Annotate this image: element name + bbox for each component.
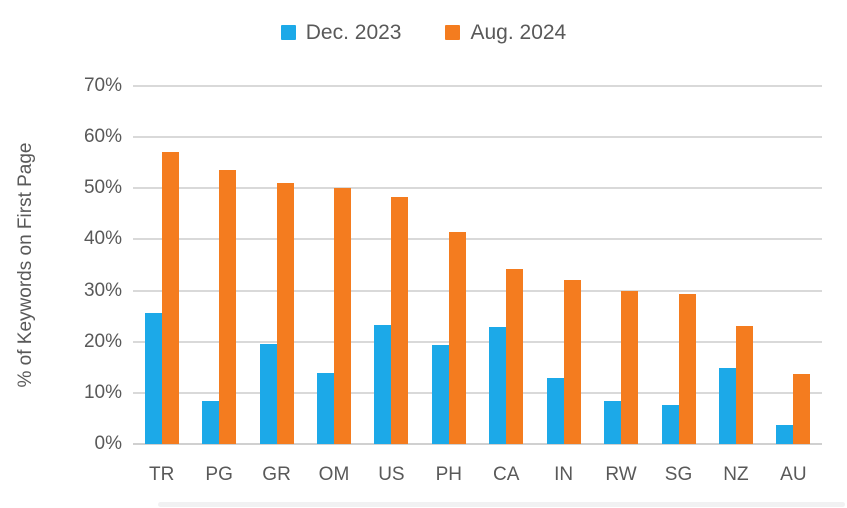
legend-label-aug-2024: Aug. 2024 <box>470 21 567 44</box>
bar-aug-2024-tr <box>161 151 179 444</box>
legend-item-dec-2023: Dec. 2023 <box>280 21 402 44</box>
bar-aug-2024-om <box>333 188 351 444</box>
x-label-ca: CA <box>493 464 520 485</box>
bar-group-au <box>765 86 822 444</box>
bar-dec-2023-pg <box>202 401 220 444</box>
plot-area <box>133 85 822 445</box>
bar-dec-2023-tr <box>144 312 162 444</box>
bar-dec-2023-ca <box>489 327 507 444</box>
bottom-divider <box>158 502 845 507</box>
bar-aug-2024-rw <box>621 290 639 444</box>
y-tick-10: 10% <box>83 381 122 403</box>
gridline-70 <box>133 85 822 87</box>
x-label-ph: PH <box>435 464 463 485</box>
bar-group-gr <box>248 86 305 444</box>
y-axis-tick-labels: 0% 10% 20% 30% 40% 50% 60% 70% <box>0 75 122 454</box>
x-label-pg: PG <box>205 464 233 485</box>
bar-group-ca <box>478 86 535 444</box>
y-tick-50: 50% <box>83 177 122 199</box>
gridline-30 <box>133 289 822 292</box>
bar-dec-2023-au <box>776 424 794 444</box>
bar-group-om <box>305 86 362 444</box>
x-label-nz: NZ <box>723 464 749 485</box>
gridline-40 <box>133 238 822 241</box>
bar-dec-2023-ph <box>431 344 449 444</box>
gridline-0 <box>133 443 822 445</box>
bar-dec-2023-om <box>316 373 334 444</box>
x-label-om: OM <box>318 464 350 485</box>
bar-aug-2024-au <box>793 374 811 444</box>
y-tick-40: 40% <box>83 228 122 250</box>
bar-group-tr <box>133 86 190 444</box>
bar-aug-2024-us <box>391 196 409 444</box>
bar-dec-2023-sg <box>661 404 679 444</box>
legend-item-aug-2024: Aug. 2024 <box>445 22 566 43</box>
bar-group-us <box>363 86 420 444</box>
bar-aug-2024-ph <box>448 231 466 444</box>
bar-group-ph <box>420 86 477 444</box>
bar-group-rw <box>592 86 649 444</box>
y-tick-60: 60% <box>83 126 122 148</box>
bar-dec-2023-gr <box>259 344 277 444</box>
bar-dec-2023-in <box>546 378 564 444</box>
bar-series <box>133 86 822 444</box>
y-tick-70: 70% <box>83 75 122 96</box>
bar-aug-2024-gr <box>276 182 294 444</box>
bar-aug-2024-in <box>563 280 581 444</box>
legend-swatch-dec-2023 <box>280 25 296 40</box>
gridline-50 <box>133 187 822 190</box>
legend-swatch-aug-2024 <box>445 25 461 40</box>
x-label-au: AU <box>780 464 807 485</box>
x-axis-labels: TR PG GR OM US PH CA IN RW SG NZ AU <box>133 464 822 486</box>
gridlines <box>133 85 822 445</box>
legend: Dec. 2023 Aug. 2024 <box>0 22 847 43</box>
bar-aug-2024-pg <box>219 170 237 444</box>
y-tick-30: 30% <box>83 279 122 301</box>
bar-dec-2023-us <box>374 325 392 444</box>
x-label-sg: SG <box>664 464 693 485</box>
bar-aug-2024-nz <box>735 326 753 444</box>
bar-dec-2023-nz <box>718 368 736 444</box>
gridline-10 <box>133 391 822 394</box>
x-label-rw: RW <box>605 464 637 485</box>
legend-label-dec-2023: Dec. 2023 <box>305 21 402 44</box>
bar-group-nz <box>707 86 764 444</box>
bar-group-sg <box>650 86 707 444</box>
bar-group-pg <box>190 86 247 444</box>
y-tick-20: 20% <box>83 330 122 352</box>
x-label-in: IN <box>554 464 574 485</box>
gridline-60 <box>133 136 822 139</box>
bar-dec-2023-rw <box>604 401 622 444</box>
x-label-tr: TR <box>149 464 175 485</box>
y-tick-0: 0% <box>94 433 122 454</box>
x-label-gr: GR <box>262 464 291 485</box>
bar-aug-2024-ca <box>506 269 524 444</box>
bar-aug-2024-sg <box>678 293 696 444</box>
gridline-20 <box>133 340 822 343</box>
bar-group-in <box>535 86 592 444</box>
x-label-us: US <box>378 464 405 485</box>
